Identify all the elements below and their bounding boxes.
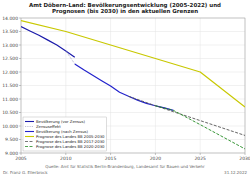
grid [21, 18, 245, 153]
y-tick [19, 99, 21, 100]
x-tick [200, 153, 201, 155]
x-tick [245, 153, 246, 155]
title-line: Prognosen (bis 2030) in den aktuellen Gr… [52, 8, 198, 15]
footer-note: Dr. Franz G. Ellerbrock [3, 170, 48, 175]
y-tick [19, 139, 21, 140]
series-line [75, 64, 174, 110]
x-tick [110, 153, 111, 155]
plot-area [21, 18, 245, 153]
y-tick [19, 45, 21, 46]
y-tick-label: 9.000 [5, 151, 18, 156]
x-tick-label: 2015 [105, 156, 117, 161]
y-grid-line [21, 72, 245, 73]
y-tick-label: 12.500 [2, 56, 18, 61]
y-tick-label: 11.000 [2, 97, 18, 102]
y-tick [19, 58, 21, 59]
y-tick [19, 112, 21, 113]
title: Amt Döbern-Land: Bevölkerungsentwicklung… [29, 2, 221, 15]
legend-swatch [25, 121, 34, 122]
y-grid-line [21, 45, 245, 46]
chart: 9.000 9.500 10.000 10.500 11.000 11.500 12.000… [0, 0, 250, 177]
legend-swatch [25, 146, 34, 147]
y-grid-line [21, 112, 245, 113]
series-line [66, 51, 75, 64]
legend-swatch [25, 141, 34, 142]
y-tick-label: 13.000 [2, 43, 18, 48]
y-tick-label: 9.500 [5, 137, 18, 142]
x-tick [21, 153, 22, 155]
y-tick-label: 13.500 [2, 29, 18, 34]
footer-note: 31.12.2022 [224, 170, 247, 175]
x-tick [155, 153, 156, 155]
y-tick [19, 31, 21, 32]
x-tick-label: 2005 [15, 156, 27, 161]
y-grid-line [21, 58, 245, 59]
x-tick-label: 2020 [150, 156, 162, 161]
series-line [21, 21, 245, 107]
series-line [129, 96, 245, 135]
y-tick-label: 10.500 [2, 110, 18, 115]
y-grid-line [21, 85, 245, 86]
y-tick-label: 10.000 [2, 124, 18, 129]
plot-frame [21, 18, 245, 153]
y-tick-label: 12.000 [2, 70, 18, 75]
x-tick-label: 2025 [194, 156, 206, 161]
y-tick [19, 153, 21, 154]
x-grid-line [155, 18, 156, 153]
legend-swatch [25, 131, 34, 132]
series-line [155, 106, 245, 149]
legend-swatch [25, 136, 34, 137]
y-tick [19, 18, 21, 19]
legend-label: Prognose des Landes BB 2020-2030 [36, 144, 105, 149]
y-tick [19, 85, 21, 86]
legend-swatch [25, 126, 34, 127]
y-tick-label: 11.500 [2, 83, 18, 88]
x-tick-label: 2030 [239, 156, 250, 161]
lines [21, 21, 245, 149]
y-tick-label: 14.000 [2, 16, 18, 21]
y-tick [19, 72, 21, 73]
y-grid-line [21, 31, 245, 32]
footer-note: Quelle: Amt für Statistik Berlin-Branden… [45, 164, 205, 169]
x-tick-label: 2010 [60, 156, 72, 161]
legend-frame [23, 117, 107, 151]
x-grid-line [200, 18, 201, 153]
x-tick [65, 153, 66, 155]
y-tick [19, 126, 21, 127]
legend: Bevölkerung (vor Zensus)ZensuseffektBevö… [23, 117, 107, 151]
